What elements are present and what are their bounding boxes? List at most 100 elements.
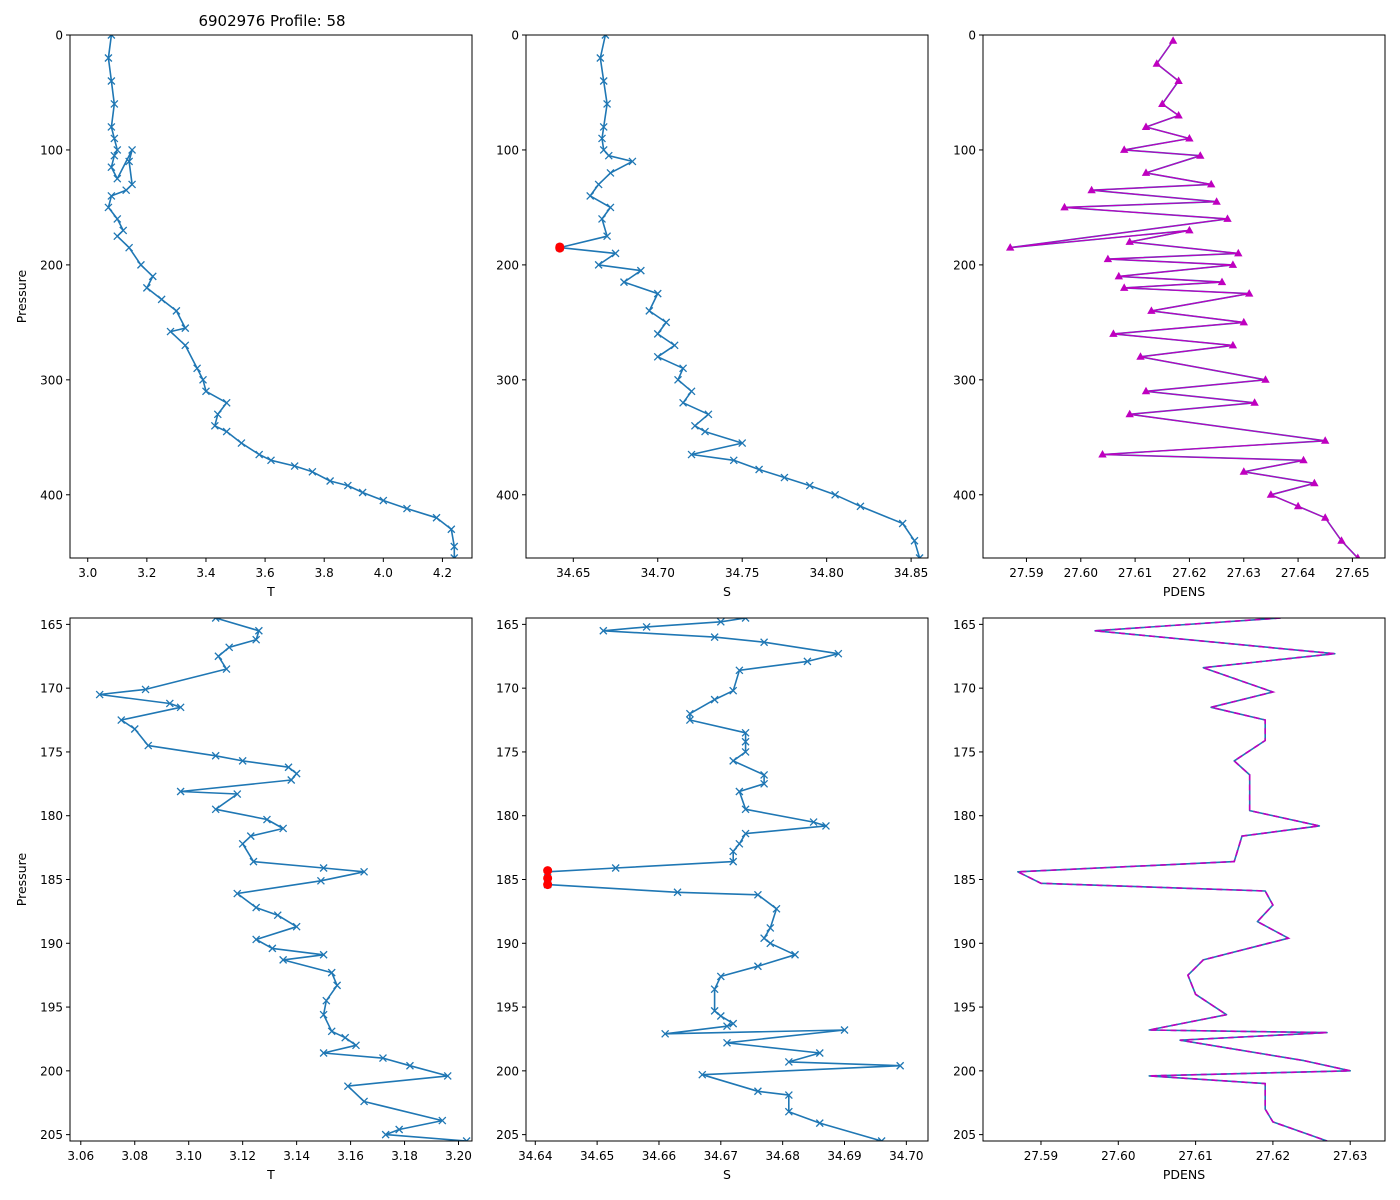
marker-x-38	[333, 981, 342, 990]
marker-x-25	[181, 324, 190, 333]
marker-triangle-4	[1174, 111, 1183, 119]
y-tick-label: 205	[496, 1128, 519, 1142]
marker-triangle-31	[1141, 386, 1151, 395]
marker-x-41	[716, 1012, 725, 1020]
marker-x-27	[181, 341, 190, 350]
marker-x-10	[710, 695, 719, 704]
marker-x-12	[144, 741, 153, 750]
x-tick-label: 27.64	[1281, 566, 1315, 580]
marker-x-19	[125, 243, 134, 252]
marker-x-18	[636, 266, 645, 275]
marker-x-19	[233, 790, 242, 798]
marker-triangle-13	[1060, 202, 1069, 211]
marker-x-4	[599, 122, 608, 131]
marker-x-8	[165, 699, 174, 708]
marker-x-35	[237, 439, 246, 448]
x-tick-label: 3.2	[137, 566, 156, 580]
marker-x-7	[604, 151, 613, 160]
marker-triangle-6	[1185, 134, 1194, 142]
marker-x-24	[735, 839, 744, 848]
marker-x-53	[784, 1107, 793, 1116]
plot-area	[543, 618, 905, 1141]
flag-point-1	[555, 243, 565, 253]
y-tick-label: 190	[496, 937, 519, 951]
y-tick-label: 190	[40, 937, 63, 951]
x-tick-label: 27.60	[1064, 566, 1098, 580]
marker-x-42	[358, 488, 367, 497]
plot-area	[1014, 618, 1351, 1141]
y-axis-label: Pressure	[14, 853, 29, 907]
marker-x-5	[760, 638, 769, 647]
marker-triangle-1	[1152, 59, 1161, 67]
marker-triangle-10	[1207, 179, 1216, 188]
marker-x-18	[760, 779, 769, 788]
marker-x-0	[741, 618, 750, 622]
marker-x-26	[319, 864, 328, 872]
marker-x-51	[753, 1087, 762, 1096]
x-tick-label: 3.0	[78, 566, 97, 580]
marker-x-43	[352, 1041, 360, 1050]
marker-x-49	[360, 1097, 369, 1106]
marker-x-9	[606, 168, 615, 177]
marker-x-2	[599, 77, 608, 85]
series-overlay-dashed	[1014, 618, 1351, 1141]
x-axis-label: T	[266, 1167, 275, 1182]
y-tick-label: 200	[496, 258, 519, 272]
x-tick-label: 34.65	[556, 566, 590, 580]
marker-x-42	[910, 536, 919, 545]
marker-x-38	[290, 462, 299, 471]
y-tick-label: 165	[496, 618, 519, 632]
marker-x-32	[772, 904, 781, 913]
x-tick-label: 34.64	[518, 1149, 552, 1163]
x-tick-label: 3.18	[391, 1149, 418, 1163]
marker-x-41	[343, 481, 352, 490]
marker-triangle-40	[1293, 501, 1303, 510]
marker-x-29	[199, 375, 207, 384]
marker-triangle-20	[1228, 260, 1238, 268]
marker-triangle-3	[1158, 99, 1167, 107]
marker-x-4	[107, 122, 116, 131]
marker-triangle-8	[1196, 151, 1205, 159]
marker-x-25	[729, 847, 738, 856]
marker-x-15	[284, 763, 293, 772]
marker-x-37	[327, 968, 336, 977]
marker-x-14	[603, 232, 612, 241]
y-tick-label: 0	[511, 29, 519, 43]
marker-x-31	[222, 398, 231, 407]
y-tick-label: 195	[953, 1001, 976, 1015]
marker-x-36	[755, 465, 764, 474]
marker-x-37	[753, 962, 762, 971]
marker-x-0	[211, 618, 220, 622]
x-tick-label: 27.59	[1009, 566, 1043, 580]
marker-triangle-9	[1141, 168, 1151, 176]
y-tick-label: 170	[496, 682, 519, 696]
x-tick-label: 4.0	[374, 566, 393, 580]
x-axis-label: S	[723, 584, 731, 599]
y-tick-label: 100	[953, 143, 976, 157]
axes-frame	[69, 34, 473, 559]
marker-x-32	[213, 410, 222, 419]
marker-x-19	[735, 787, 744, 796]
marker-x-6	[834, 649, 843, 658]
marker-x-54	[815, 1119, 824, 1128]
marker-x-4	[710, 633, 719, 642]
axes-frame	[525, 617, 929, 1142]
y-tick-label: 185	[496, 873, 519, 887]
marker-triangle-36	[1299, 455, 1308, 464]
marker-triangle-25	[1147, 306, 1156, 314]
marker-triangle-33	[1125, 409, 1134, 418]
marker-x-47	[443, 1071, 452, 1080]
marker-x-37	[267, 456, 275, 465]
marker-x-26	[166, 327, 175, 336]
marker-x-16	[292, 769, 301, 778]
y-tick-label: 400	[953, 488, 976, 502]
x-tick-label: 27.63	[1333, 1149, 1367, 1163]
marker-x-35	[729, 456, 738, 465]
x-tick-label: 27.61	[1178, 1149, 1212, 1163]
x-tick-label: 27.60	[1101, 1149, 1135, 1163]
marker-x-36	[255, 450, 264, 459]
marker-x-12	[606, 203, 615, 212]
marker-x-33	[252, 935, 261, 944]
x-tick-label: 34.85	[894, 566, 928, 580]
